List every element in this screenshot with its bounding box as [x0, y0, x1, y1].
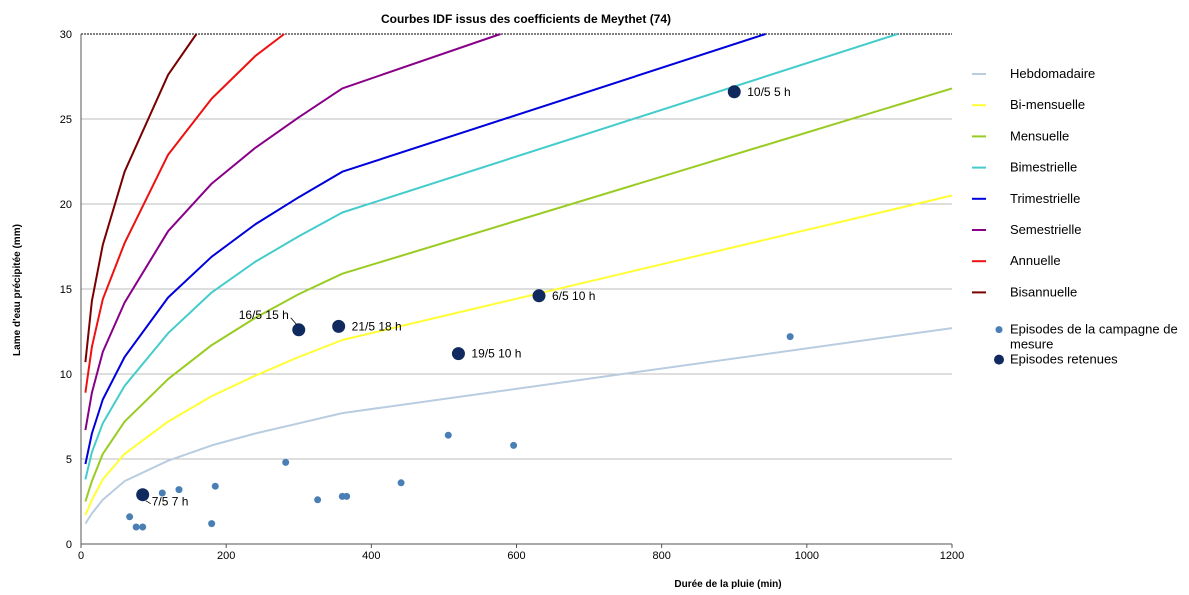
- x-tick-label: 1200: [940, 550, 964, 562]
- legend-label: Bisannuelle: [1010, 284, 1077, 299]
- legend-label: Annuelle: [1010, 253, 1061, 268]
- series-line-mensuelle: [84, 87, 953, 502]
- y-tick-label: 30: [60, 29, 72, 41]
- campaign-point: [208, 520, 216, 528]
- legend-label-line: Episodes de la campagne de: [1010, 322, 1178, 337]
- episode-label: 10/5 5 h: [747, 85, 790, 99]
- legend-label: Episodes retenues: [1010, 352, 1118, 367]
- retained-episode-point: [292, 323, 306, 337]
- label-leader-line: [290, 317, 298, 326]
- x-tick-label: 800: [652, 550, 670, 562]
- episode-label: 16/5 15 h: [239, 308, 289, 322]
- retained-episode-point: [727, 85, 741, 99]
- retained-episode-point: [332, 319, 346, 333]
- legend-label: Bimestrielle: [1010, 160, 1077, 175]
- campaign-point: [314, 496, 322, 504]
- series-line-trimestrielle: [84, 33, 766, 465]
- campaign-point: [126, 513, 134, 521]
- x-axis-title: Durée de la pluie (min): [674, 579, 781, 590]
- episode-label: 6/5 10 h: [552, 289, 595, 303]
- campaign-point: [132, 523, 140, 531]
- series-line-bi-mensuelle: [84, 194, 953, 516]
- chart-title: Courbes IDF issus des coefficients de Me…: [381, 12, 671, 26]
- legend-label: Episodes de la campagne de mesure: [1010, 322, 1178, 352]
- y-tick-label: 5: [66, 454, 72, 466]
- campaign-point: [397, 479, 405, 487]
- y-tick-label: 10: [60, 369, 72, 381]
- campaign-point: [786, 333, 794, 341]
- legend-label: Bi-mensuelle: [1010, 97, 1085, 112]
- episode-label: 19/5 10 h: [471, 347, 521, 361]
- legend-label: Hebdomadaire: [1010, 66, 1095, 81]
- episode-label: 21/5 18 h: [352, 319, 402, 333]
- x-tick-label: 600: [507, 550, 525, 562]
- retained-episode-point: [451, 347, 465, 361]
- campaign-point: [282, 458, 290, 466]
- legend-label: Semestrielle: [1010, 222, 1082, 237]
- campaign-point: [510, 441, 518, 449]
- x-tick-label: 200: [217, 550, 235, 562]
- retained-episode-point: [136, 488, 150, 502]
- x-tick-label: 1000: [795, 550, 819, 562]
- retained-episode-point: [532, 289, 546, 303]
- campaign-point: [158, 489, 166, 497]
- legend-marker: [995, 326, 1003, 334]
- y-tick-label: 0: [66, 539, 72, 551]
- campaign-point: [343, 492, 351, 500]
- legend-label-line: mesure: [1010, 337, 1053, 352]
- campaign-point: [211, 482, 219, 490]
- campaign-point: [444, 431, 452, 439]
- legend-label: Trimestrielle: [1010, 191, 1080, 206]
- legend-marker: [994, 354, 1004, 365]
- x-tick-label: 400: [362, 550, 380, 562]
- x-tick-label: 0: [78, 550, 84, 562]
- series-line-semestrielle: [84, 33, 501, 431]
- y-axis-title: Lame d'eau précipitée (mm): [12, 224, 23, 356]
- series-line-annuelle: [84, 33, 285, 393]
- y-tick-label: 20: [60, 199, 72, 211]
- series-line-hebdomadaire: [84, 327, 953, 525]
- label-leader-line: [145, 500, 151, 505]
- series-line-bisannuelle: [84, 33, 198, 363]
- episode-label: 7/5 7 h: [152, 495, 189, 509]
- series-line-bimestrielle: [84, 33, 898, 480]
- campaign-point: [139, 523, 147, 531]
- y-tick-label: 25: [60, 114, 72, 126]
- campaign-point: [175, 486, 183, 494]
- legend-label: Mensuelle: [1010, 128, 1069, 143]
- y-tick-label: 15: [60, 284, 72, 296]
